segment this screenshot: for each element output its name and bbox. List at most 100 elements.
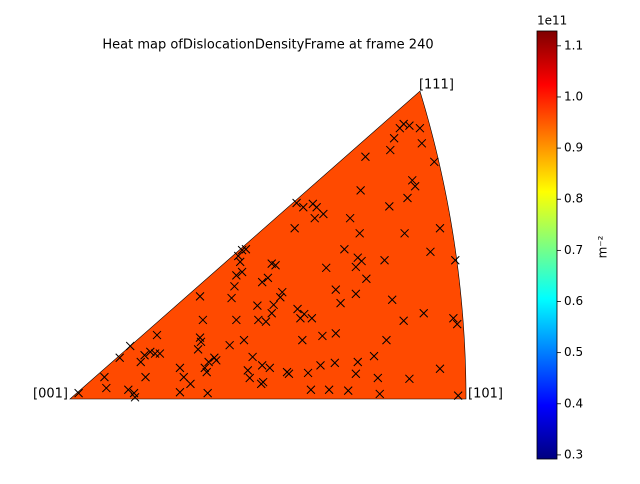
- point-marker: [355, 228, 365, 238]
- point-marker: [385, 145, 395, 155]
- point-marker: [175, 387, 185, 397]
- colorbar-label: m⁻²: [596, 235, 610, 258]
- point-marker: [145, 347, 155, 357]
- point-marker: [175, 363, 185, 373]
- point-marker: [202, 367, 212, 377]
- point-marker: [123, 385, 133, 395]
- point-marker: [384, 202, 394, 211]
- point-marker: [362, 274, 371, 284]
- point-marker: [382, 335, 391, 345]
- point-marker: [449, 313, 458, 323]
- point-marker: [130, 392, 140, 402]
- colorbar-tick-label: 1.0: [564, 89, 583, 103]
- point-marker: [405, 121, 414, 131]
- point-marker: [351, 289, 361, 299]
- point-marker: [297, 335, 307, 345]
- point-marker: [257, 361, 267, 370]
- point-marker: [316, 361, 325, 370]
- point-marker: [303, 368, 313, 378]
- point-marker: [293, 304, 302, 314]
- point-marker: [407, 175, 417, 185]
- point-marker: [343, 386, 353, 395]
- point-marker: [331, 329, 341, 338]
- point-marker: [245, 373, 255, 383]
- point-marker: [203, 388, 213, 398]
- point-marker: [417, 138, 427, 148]
- point-marker: [357, 256, 366, 266]
- point-marker: [330, 358, 340, 368]
- point-marker: [100, 372, 109, 382]
- colorbar-tick-label: 1.1: [564, 38, 583, 52]
- point-marker: [258, 377, 268, 387]
- colorbar-offset-label: 1e11: [537, 14, 567, 28]
- point-marker: [248, 352, 257, 362]
- point-marker: [419, 308, 429, 318]
- point-marker: [115, 353, 125, 363]
- point-marker: [307, 313, 317, 323]
- point-marker: [195, 292, 205, 301]
- point-marker: [186, 379, 195, 389]
- point-marker: [269, 300, 278, 310]
- vertex-label: [101]: [468, 387, 503, 402]
- point-marker: [290, 223, 300, 233]
- point-marker: [233, 251, 243, 261]
- point-marker: [361, 152, 370, 162]
- point-marker: [351, 369, 361, 379]
- point-marker: [230, 281, 239, 291]
- point-marker: [253, 301, 262, 310]
- point-marker: [306, 385, 316, 395]
- point-marker: [152, 330, 162, 340]
- point-marker: [340, 244, 349, 254]
- point-marker: [198, 315, 208, 325]
- vertex-label: [001]: [33, 387, 68, 402]
- colorbar-tick-label: 0.6: [564, 294, 583, 308]
- point-marker: [263, 273, 273, 283]
- point-marker: [253, 315, 263, 325]
- point-marker: [435, 223, 445, 233]
- point-marker: [125, 341, 135, 351]
- colorbar: [536, 30, 558, 460]
- point-marker: [299, 309, 309, 319]
- point-marker: [410, 181, 420, 191]
- point-marker: [179, 372, 189, 382]
- point-marker: [353, 357, 363, 367]
- point-marker: [312, 202, 322, 212]
- point-marker: [389, 133, 399, 143]
- point-marker: [74, 388, 83, 398]
- point-marker: [399, 119, 409, 129]
- point-marker: [336, 298, 345, 308]
- point-marker: [373, 373, 383, 383]
- point-marker: [380, 255, 389, 265]
- point-marker: [271, 260, 280, 270]
- point-marker: [403, 193, 412, 203]
- point-marker: [193, 345, 203, 354]
- colorbar-tick-label: 0.7: [564, 243, 583, 257]
- point-marker: [227, 293, 236, 303]
- point-marker: [275, 292, 285, 302]
- point-marker: [324, 385, 334, 395]
- point-marker: [225, 340, 235, 350]
- point-marker: [310, 213, 320, 223]
- point-marker: [319, 209, 328, 219]
- colorbar-tick-label: 0.5: [564, 345, 583, 359]
- colorbar-tick-label: 0.8: [564, 192, 583, 206]
- point-marker: [429, 157, 439, 167]
- point-marker: [265, 363, 275, 373]
- point-marker: [400, 228, 409, 238]
- colorbar-tick-label: 0.3: [564, 447, 583, 461]
- chart-title: Heat map ofDislocationDensityFrame at fr…: [102, 38, 433, 53]
- point-marker: [200, 363, 210, 373]
- point-marker: [261, 317, 271, 326]
- point-marker: [211, 355, 221, 365]
- point-marker: [141, 372, 150, 382]
- heatmap-region: [69, 90, 467, 400]
- point-marker: [267, 308, 277, 318]
- point-marker: [235, 257, 245, 267]
- point-marker: [369, 351, 379, 361]
- point-marker: [101, 383, 111, 393]
- point-marker: [450, 255, 460, 265]
- point-marker: [318, 331, 327, 341]
- point-marker: [232, 315, 241, 325]
- point-marker: [331, 285, 341, 295]
